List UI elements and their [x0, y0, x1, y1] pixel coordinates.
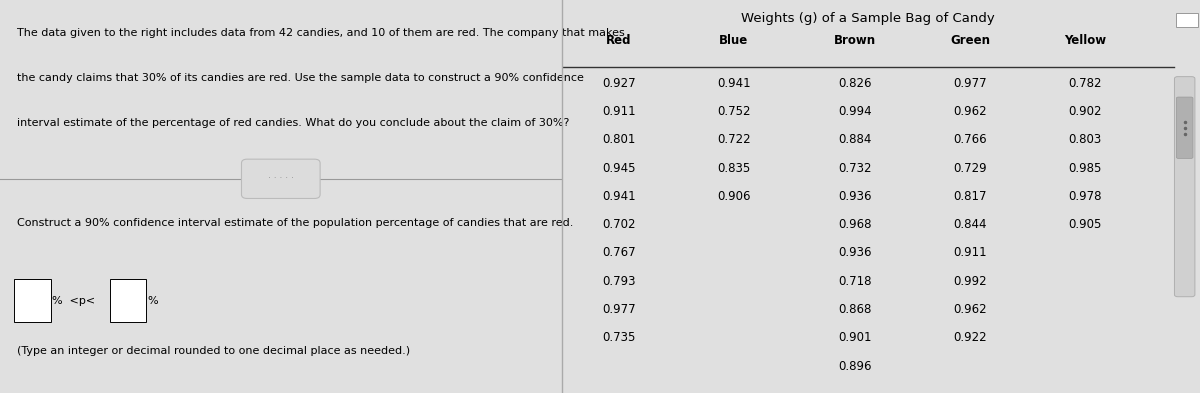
- Text: (Type an integer or decimal rounded to one decimal place as needed.): (Type an integer or decimal rounded to o…: [17, 346, 410, 356]
- Text: 0.936: 0.936: [839, 246, 872, 259]
- Text: the candy claims that 30% of its candies are red. Use the sample data to constru: the candy claims that 30% of its candies…: [17, 73, 583, 83]
- Text: 0.927: 0.927: [602, 77, 636, 90]
- Text: 0.977: 0.977: [953, 77, 986, 90]
- Text: 0.962: 0.962: [953, 303, 986, 316]
- Text: 0.945: 0.945: [602, 162, 636, 174]
- Text: 0.729: 0.729: [953, 162, 986, 174]
- Text: 0.782: 0.782: [1068, 77, 1102, 90]
- Text: 0.962: 0.962: [953, 105, 986, 118]
- FancyBboxPatch shape: [109, 279, 146, 322]
- Text: 0.992: 0.992: [953, 275, 986, 288]
- Text: 0.902: 0.902: [1068, 105, 1102, 118]
- Text: Blue: Blue: [719, 34, 749, 47]
- FancyBboxPatch shape: [1176, 97, 1193, 158]
- Text: 0.985: 0.985: [1068, 162, 1102, 174]
- Text: 0.884: 0.884: [839, 133, 872, 146]
- Text: 0.978: 0.978: [1068, 190, 1102, 203]
- Text: 0.826: 0.826: [839, 77, 872, 90]
- Text: 0.901: 0.901: [839, 331, 872, 344]
- Text: 0.906: 0.906: [718, 190, 751, 203]
- FancyBboxPatch shape: [1176, 13, 1198, 27]
- Text: Weights (g) of a Sample Bag of Candy: Weights (g) of a Sample Bag of Candy: [742, 12, 995, 25]
- Text: 0.766: 0.766: [953, 133, 986, 146]
- Text: %  <p<: % <p<: [53, 296, 95, 306]
- Text: 0.767: 0.767: [602, 246, 636, 259]
- Text: 0.911: 0.911: [953, 246, 986, 259]
- Text: Red: Red: [606, 34, 632, 47]
- Text: 0.722: 0.722: [718, 133, 751, 146]
- Text: 0.905: 0.905: [1068, 218, 1102, 231]
- Text: 0.977: 0.977: [602, 303, 636, 316]
- Text: 0.817: 0.817: [954, 190, 986, 203]
- Text: 0.896: 0.896: [839, 360, 872, 373]
- Text: 0.922: 0.922: [953, 331, 986, 344]
- Text: 0.735: 0.735: [602, 331, 636, 344]
- Text: 0.941: 0.941: [602, 190, 636, 203]
- Text: 0.702: 0.702: [602, 218, 636, 231]
- Text: 0.801: 0.801: [602, 133, 636, 146]
- Text: 0.941: 0.941: [718, 77, 751, 90]
- Text: 0.752: 0.752: [718, 105, 751, 118]
- Text: Green: Green: [950, 34, 990, 47]
- Text: 0.803: 0.803: [1068, 133, 1102, 146]
- Text: 0.835: 0.835: [718, 162, 750, 174]
- FancyBboxPatch shape: [241, 159, 320, 198]
- FancyBboxPatch shape: [1175, 77, 1195, 297]
- Text: %: %: [148, 296, 158, 306]
- Text: Brown: Brown: [834, 34, 876, 47]
- Text: 0.968: 0.968: [839, 218, 872, 231]
- Text: 0.994: 0.994: [839, 105, 872, 118]
- Text: Construct a 90% confidence interval estimate of the population percentage of can: Construct a 90% confidence interval esti…: [17, 218, 574, 228]
- Text: 0.793: 0.793: [602, 275, 636, 288]
- Text: · · · · ·: · · · · ·: [268, 174, 294, 183]
- Text: 0.936: 0.936: [839, 190, 872, 203]
- Text: 0.911: 0.911: [602, 105, 636, 118]
- Text: 0.718: 0.718: [839, 275, 872, 288]
- Text: 0.844: 0.844: [954, 218, 986, 231]
- Text: The data given to the right includes data from 42 candies, and 10 of them are re: The data given to the right includes dat…: [17, 28, 624, 37]
- Text: 0.732: 0.732: [839, 162, 872, 174]
- Text: Yellow: Yellow: [1064, 34, 1106, 47]
- Text: interval estimate of the percentage of red candies. What do you conclude about t: interval estimate of the percentage of r…: [17, 118, 569, 128]
- FancyBboxPatch shape: [14, 279, 50, 322]
- Text: 0.868: 0.868: [839, 303, 872, 316]
